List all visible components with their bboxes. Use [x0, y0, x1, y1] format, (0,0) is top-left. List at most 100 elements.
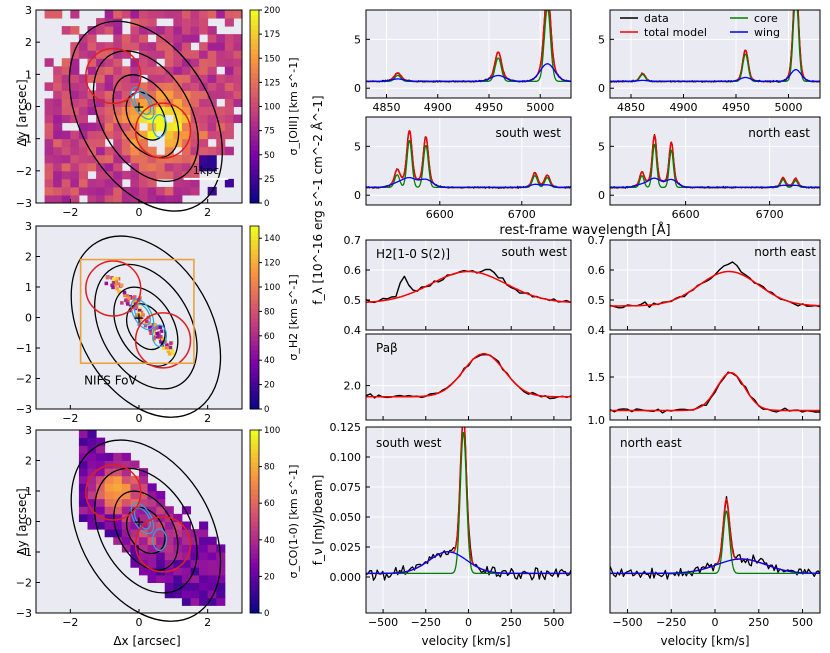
heatmap-cell	[216, 58, 226, 67]
heatmap-cell	[181, 186, 191, 196]
x-tick-label: 0	[136, 616, 143, 629]
colorbar-step	[250, 130, 259, 136]
y-tick-label: −1	[16, 546, 32, 559]
heatmap-cell	[181, 42, 191, 51]
heatmap-cell	[130, 106, 140, 116]
colorbar-step	[250, 367, 259, 373]
heatmap-cell	[104, 26, 114, 35]
heatmap-cell	[113, 194, 123, 204]
colorbar-step	[250, 48, 259, 54]
heatmap-cell	[53, 82, 63, 91]
heatmap-cell	[113, 10, 123, 19]
y-tick-label: 0.4	[588, 324, 606, 337]
heatmap-cell	[113, 18, 123, 27]
heatmap-cell	[181, 90, 191, 99]
heatmap-cell	[121, 498, 131, 507]
heatmap-cell	[190, 544, 200, 553]
line-label: H2[1-0 S(2)]	[376, 247, 450, 261]
heatmap-cell	[121, 452, 131, 461]
heatmap-cell	[139, 66, 149, 75]
legend-label: core	[754, 12, 778, 25]
panel-ha_sw: 0 5 6600 6700 south west	[354, 116, 572, 221]
heatmap-cell	[70, 50, 80, 59]
heatmap-cell	[199, 536, 209, 545]
heatmap-cell	[96, 74, 106, 83]
cyan-contour	[130, 298, 155, 331]
heatmap-cell	[78, 452, 88, 461]
heatmap-cell	[156, 50, 166, 59]
heatmap-cell	[113, 34, 123, 43]
region-circle-ne	[85, 47, 142, 105]
colorbar-step	[250, 439, 259, 445]
y-tick-label: −1	[16, 133, 32, 146]
colorbar-step	[250, 77, 259, 83]
heatmap-cell	[61, 130, 71, 140]
heatmap-cell	[147, 567, 157, 576]
heatmap-cell	[147, 58, 157, 67]
heatmap-cell	[147, 82, 157, 91]
heatmap-cell	[164, 50, 174, 59]
heatmap-cell	[78, 106, 88, 116]
heatmap-cell	[156, 559, 166, 568]
heatmap-cell	[104, 58, 114, 67]
heatmap-cell	[199, 18, 209, 27]
heatmap-cell	[104, 114, 114, 124]
heatmap-cell	[125, 293, 129, 298]
heatmap-cell	[145, 319, 149, 324]
colorbar-tick-label: 140	[264, 234, 280, 244]
y-tick-label: 2	[25, 251, 32, 264]
heatmap-cell	[139, 82, 149, 91]
heatmap-cell	[78, 445, 88, 454]
cyan-contour	[130, 502, 155, 535]
heatmap-cell	[113, 154, 123, 164]
heatmap-cell	[96, 146, 106, 156]
heatmap-cell	[147, 90, 157, 99]
heatmap-cell	[181, 521, 191, 530]
heatmap-cell	[104, 106, 114, 116]
heatmap-cell	[44, 106, 54, 116]
heatmap-cell	[134, 305, 139, 310]
colorbar-step	[250, 169, 259, 175]
flux-contour	[125, 91, 167, 141]
x-tick-label: 6600	[426, 208, 454, 221]
heatmap-cell	[53, 138, 63, 148]
heatmap-cell	[53, 114, 63, 124]
heatmap-cell	[173, 162, 183, 172]
colorbar-step	[250, 87, 259, 93]
heatmap-cell	[207, 552, 217, 561]
heatmap-cell	[216, 50, 226, 59]
region-circle-sw	[134, 102, 192, 159]
heatmap-cell	[104, 10, 114, 19]
heatmap-cell	[96, 98, 106, 107]
heatmap-cell	[96, 475, 106, 484]
heatmap-cell	[130, 10, 140, 19]
heatmap-cell	[190, 130, 200, 140]
heatmap-cell	[44, 194, 54, 204]
heatmap-cell	[224, 50, 234, 59]
heatmap-cell	[173, 186, 183, 196]
y-tick-label: 2	[25, 455, 32, 468]
heatmap-cell	[207, 130, 217, 140]
heatmap-cell	[61, 178, 71, 188]
heatmap-cell	[207, 567, 217, 576]
heatmap-cell	[216, 90, 226, 99]
heatmap-cell	[70, 154, 80, 164]
heatmap-cell	[70, 106, 80, 116]
y-tick-label: 0	[25, 312, 32, 325]
heatmap-cell	[190, 559, 200, 568]
heatmap-cell	[130, 521, 140, 530]
heatmap-cell	[53, 66, 63, 75]
heatmap-cell	[199, 154, 209, 164]
heatmap-cell	[96, 186, 106, 196]
heatmap-cell	[104, 186, 114, 196]
heatmap-cell	[181, 178, 191, 188]
heatmap-cell	[147, 506, 157, 515]
heatmap-cell	[121, 10, 131, 19]
heatmap-cell	[113, 146, 123, 156]
heatmap-cell	[115, 286, 119, 291]
heatmap-cell	[70, 98, 80, 107]
heatmap-cell	[158, 325, 163, 329]
heatmap-cell	[78, 34, 88, 43]
heatmap-cell	[130, 536, 140, 545]
y-tick-label: 0	[354, 189, 361, 202]
